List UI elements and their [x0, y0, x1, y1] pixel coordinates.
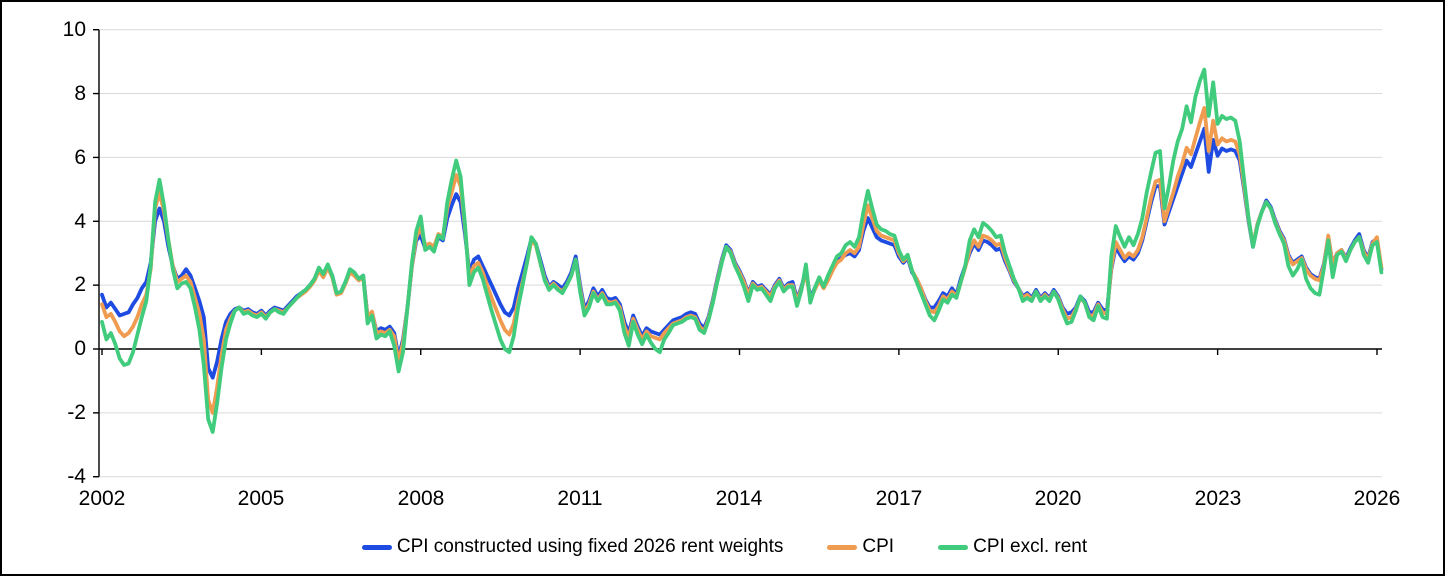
- legend-label: CPI: [862, 536, 895, 557]
- x-axis-tick-label: 2020: [1034, 487, 1082, 510]
- x-axis-tick-label: 2014: [715, 487, 763, 510]
- y-axis-tick-label: 0: [74, 337, 86, 360]
- y-axis-tick-label: 2: [74, 273, 86, 296]
- legend-swatch-orange-line: [827, 544, 858, 550]
- legend-swatch-green-line: [938, 544, 969, 550]
- legend: CPI constructed using fixed 2026 rent we…: [2, 536, 1443, 558]
- legend-label: CPI excl. rent: [973, 536, 1088, 557]
- x-axis-tick-label: 2008: [397, 487, 445, 510]
- y-axis-tick-label: 8: [74, 82, 86, 105]
- series-line-0: [100, 126, 1384, 380]
- series-line-2: [100, 67, 1384, 434]
- legend-label: CPI constructed using fixed 2026 rent we…: [396, 536, 784, 557]
- legend-item-cpi-fixed-rent-weights: CPI constructed using fixed 2026 rent we…: [361, 536, 784, 558]
- y-axis-tick-label: 10: [62, 18, 86, 41]
- y-axis-tick-label: -4: [67, 465, 86, 488]
- legend-item-cpi-excl-rent: CPI excl. rent: [938, 536, 1087, 558]
- y-axis-tick-label: -2: [67, 401, 86, 424]
- y-axis-tick-label: 6: [74, 146, 86, 169]
- legend-swatch-blue-line: [361, 544, 392, 550]
- y-axis-tick-label: 4: [74, 210, 86, 233]
- x-axis-tick-label: 2023: [1194, 487, 1242, 510]
- series-line-1: [100, 106, 1384, 415]
- x-axis-tick-label: 2026: [1353, 487, 1401, 510]
- x-axis-tick-label: 2005: [237, 487, 285, 510]
- x-axis-tick-label: 2002: [78, 487, 126, 510]
- legend-item-cpi: CPI: [827, 536, 894, 558]
- x-axis-tick-label: 2017: [875, 487, 923, 510]
- x-axis-tick-label: 2011: [557, 487, 603, 510]
